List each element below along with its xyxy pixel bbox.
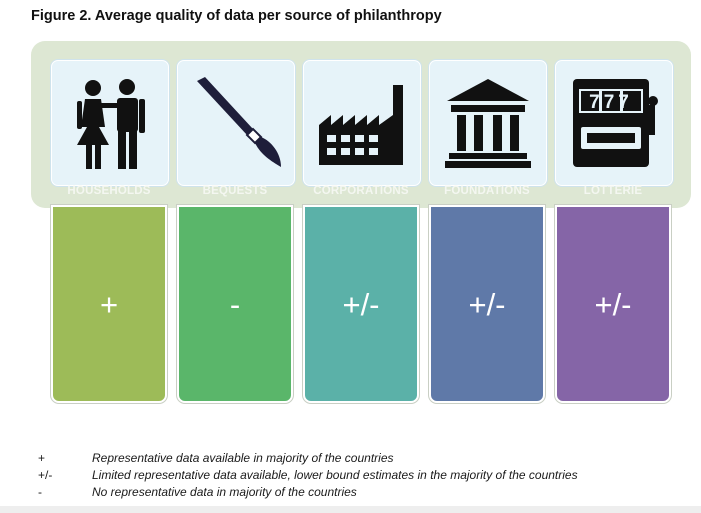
legend-row: +/- Limited representative data availabl… — [0, 468, 701, 484]
households-quality-symbol: + — [99, 287, 119, 322]
lotteries-quality-column: +/- — [555, 205, 671, 403]
slot-digits: 777 — [589, 92, 633, 113]
lotteries-quality-symbol: +/- — [594, 287, 632, 322]
households-card — [51, 60, 169, 186]
foundations-quality-column: +/- — [429, 205, 545, 403]
foundations-quality-symbol: +/- — [468, 287, 506, 322]
bequests-quality-symbol: - — [229, 287, 241, 322]
slot-machine-icon: 777 — [573, 79, 658, 167]
couple-icon — [77, 79, 145, 169]
foundations-card — [429, 60, 547, 186]
legend-symbol: +/- — [38, 468, 53, 482]
corporations-card — [303, 60, 421, 186]
corporations-quality-symbol: +/- — [342, 287, 380, 322]
corporations-label: CORPORATIONS — [313, 185, 409, 197]
pen-icon — [197, 77, 281, 167]
legend-text: Representative data available in majorit… — [92, 451, 394, 465]
legend-text: No representative data in majority of th… — [92, 485, 357, 499]
foundations-label: FOUNDATIONS — [444, 185, 530, 197]
bank-building-icon — [445, 79, 531, 168]
factory-icon — [319, 85, 403, 165]
bequests-card — [177, 60, 295, 186]
lotteries-card: 777 — [555, 60, 673, 186]
legend-symbol: + — [38, 451, 46, 465]
figure-title: Figure 2. Average quality of data per so… — [31, 8, 442, 24]
legend-text: Limited representative data available, l… — [92, 468, 578, 482]
legend-row: + Representative data available in major… — [0, 451, 701, 467]
legend-row: - No representative data in majority of … — [0, 485, 701, 501]
bequests-quality-column: - — [177, 205, 293, 403]
bequests-label: BEQUESTS — [202, 185, 268, 197]
households-quality-column: + — [51, 205, 167, 403]
lotteries-label: LOTTERIE — [583, 185, 643, 197]
page-footer-strip — [0, 506, 701, 513]
corporations-quality-column: +/- — [303, 205, 419, 403]
households-label: HOUSEHOLDS — [67, 185, 151, 197]
legend-symbol: - — [38, 485, 42, 499]
